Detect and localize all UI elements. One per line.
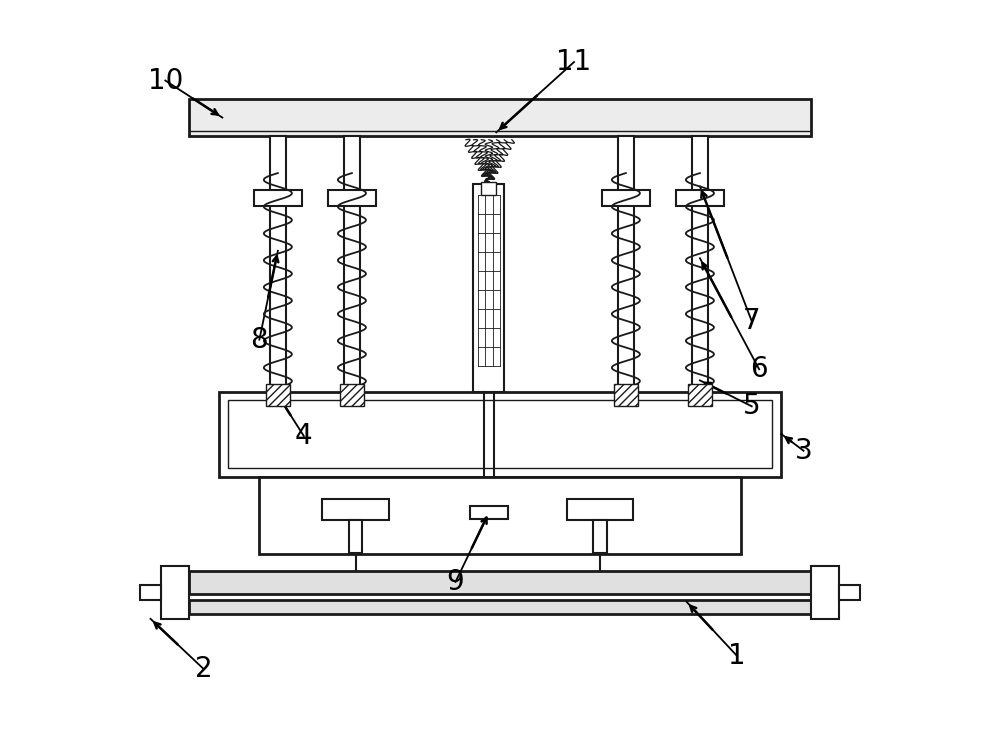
Bar: [593, 520, 607, 553]
Bar: [567, 499, 633, 520]
Text: 9: 9: [447, 568, 464, 596]
Text: 3: 3: [795, 436, 812, 465]
Bar: [470, 506, 508, 519]
Bar: [340, 384, 364, 407]
Bar: [811, 565, 839, 619]
Text: 10: 10: [148, 66, 183, 95]
Bar: [228, 401, 772, 468]
Bar: [189, 571, 811, 595]
Text: 6: 6: [750, 355, 768, 383]
Text: 8: 8: [251, 326, 268, 354]
Text: 5: 5: [743, 392, 761, 420]
Bar: [676, 190, 724, 207]
Text: 4: 4: [295, 422, 313, 450]
Bar: [140, 585, 161, 600]
Bar: [270, 136, 286, 454]
Bar: [344, 136, 360, 454]
Text: 11: 11: [556, 48, 592, 76]
Bar: [266, 384, 290, 407]
Bar: [349, 520, 362, 553]
Bar: [328, 190, 376, 207]
Bar: [322, 499, 389, 520]
Bar: [189, 601, 811, 614]
Bar: [219, 392, 781, 477]
Bar: [692, 136, 708, 454]
Bar: [161, 565, 189, 619]
Text: 2: 2: [195, 655, 213, 683]
Bar: [189, 99, 811, 136]
Bar: [688, 384, 712, 407]
Bar: [618, 136, 634, 454]
Bar: [254, 190, 302, 207]
Bar: [602, 190, 650, 207]
Bar: [259, 477, 741, 554]
Text: 7: 7: [743, 307, 761, 335]
Text: 1: 1: [728, 642, 746, 670]
Bar: [839, 585, 860, 600]
Bar: [481, 182, 496, 195]
Bar: [614, 384, 638, 407]
Bar: [473, 184, 504, 392]
